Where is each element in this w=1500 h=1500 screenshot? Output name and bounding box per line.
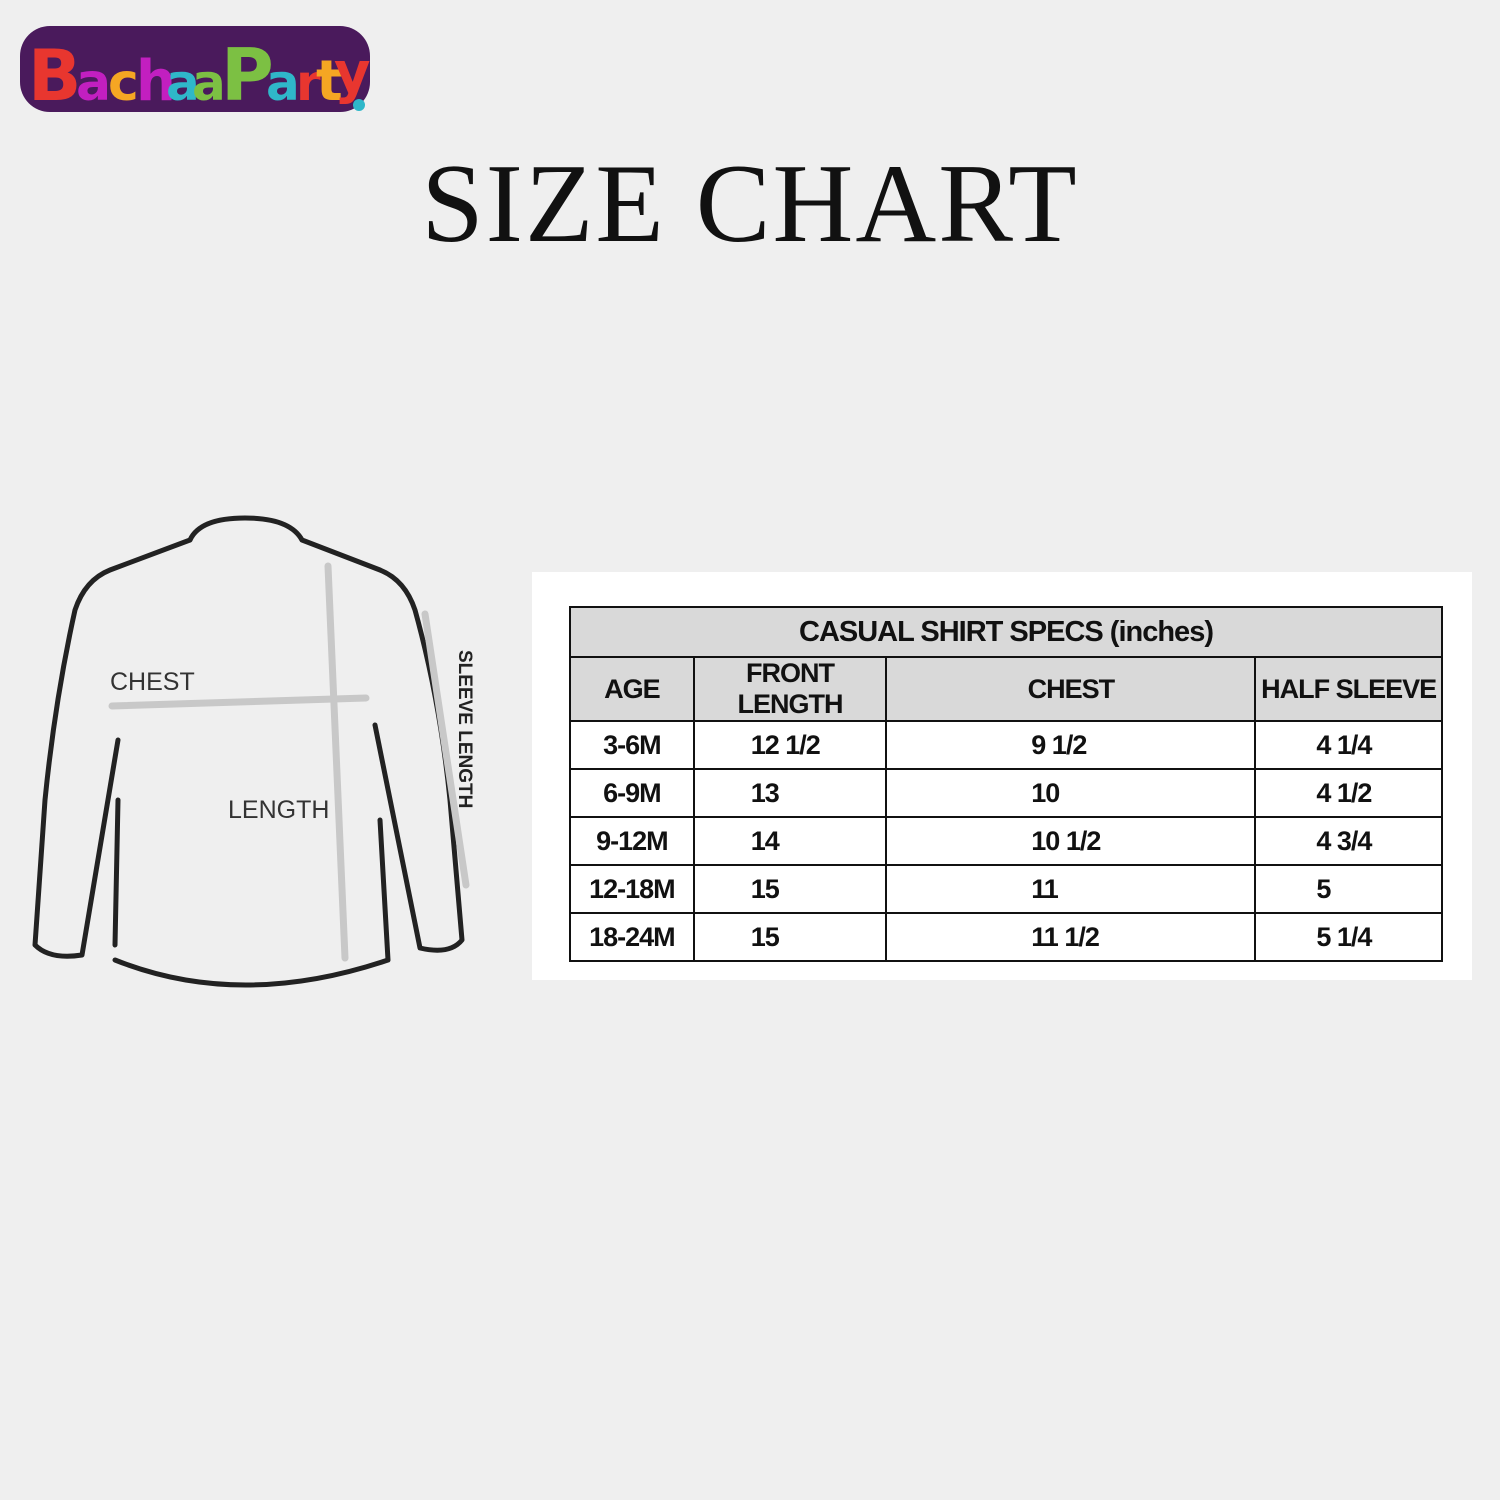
svg-text:a: a (266, 54, 300, 112)
header-chest: CHEST (885, 656, 1257, 722)
svg-text:a: a (166, 54, 200, 112)
header-front-length: FRONT LENGTH (692, 656, 888, 722)
chest-cell: 11 1/2 (885, 912, 1257, 962)
svg-text:h: h (136, 49, 176, 114)
front-length-cell: 15 (692, 864, 888, 914)
shirt-measurement-diagram: CHEST LENGTH SLEEVE LENGTH (32, 515, 475, 988)
age-cell: 9-12M (569, 816, 695, 866)
front-length-cell: 14 (692, 816, 888, 866)
half-sleeve-cell: 4 1/4 (1254, 720, 1443, 770)
age-cell: 6-9M (569, 768, 695, 818)
table-caption: CASUAL SHIRT SPECS (inches) (569, 606, 1443, 658)
sleeve-length-label: SLEEVE LENGTH (454, 650, 475, 808)
sleeve-line (421, 610, 470, 889)
chest-cell: 10 (885, 768, 1257, 818)
age-cell: 12-18M (569, 864, 695, 914)
page-title: SIZE CHART (421, 142, 1079, 266)
chest-cell: 11 (885, 864, 1257, 914)
length-label: LENGTH (228, 796, 329, 824)
svg-text:y: y (334, 41, 371, 106)
svg-text:t: t (316, 49, 343, 114)
svg-text:r: r (296, 54, 321, 112)
half-sleeve-cell: 5 (1254, 864, 1443, 914)
chest-label: CHEST (110, 668, 195, 696)
length-line (324, 562, 349, 962)
half-sleeve-cell: 4 1/2 (1254, 768, 1443, 818)
age-cell: 18-24M (569, 912, 695, 962)
header-half-sleeve: HALF SLEEVE (1254, 656, 1443, 722)
table-row: 9-12M 14 10 1/2 4 3/4 (569, 816, 1443, 866)
age-cell: 3-6M (569, 720, 695, 770)
table-row: 12-18M 15 11 5 (569, 864, 1443, 914)
chest-line (108, 694, 370, 710)
header-age: AGE (569, 656, 695, 722)
shirt-outline (187, 515, 465, 953)
half-sleeve-cell: 5 1/4 (1254, 912, 1443, 962)
svg-text:c: c (108, 53, 139, 113)
front-length-cell: 12 1/2 (692, 720, 888, 770)
table-row: 18-24M 15 11 1/2 5 1/4 (569, 912, 1443, 962)
size-table: CASUAL SHIRT SPECS (inches) AGE FRONT LE… (569, 606, 1443, 962)
svg-text:a: a (192, 54, 226, 112)
front-length-cell: 13 (692, 768, 888, 818)
brand-logo: B a c h a a P a r t y (20, 26, 371, 117)
svg-text:P: P (221, 33, 274, 117)
table-row: 6-9M 13 10 4 1/2 (569, 768, 1443, 818)
chest-cell: 10 1/2 (885, 816, 1257, 866)
svg-text:B: B (28, 35, 81, 117)
chest-cell: 9 1/2 (885, 720, 1257, 770)
half-sleeve-cell: 4 3/4 (1254, 816, 1443, 866)
front-length-cell: 15 (692, 912, 888, 962)
svg-text:a: a (76, 53, 111, 113)
table-row: 3-6M 12 1/2 9 1/2 4 1/4 (569, 720, 1443, 770)
